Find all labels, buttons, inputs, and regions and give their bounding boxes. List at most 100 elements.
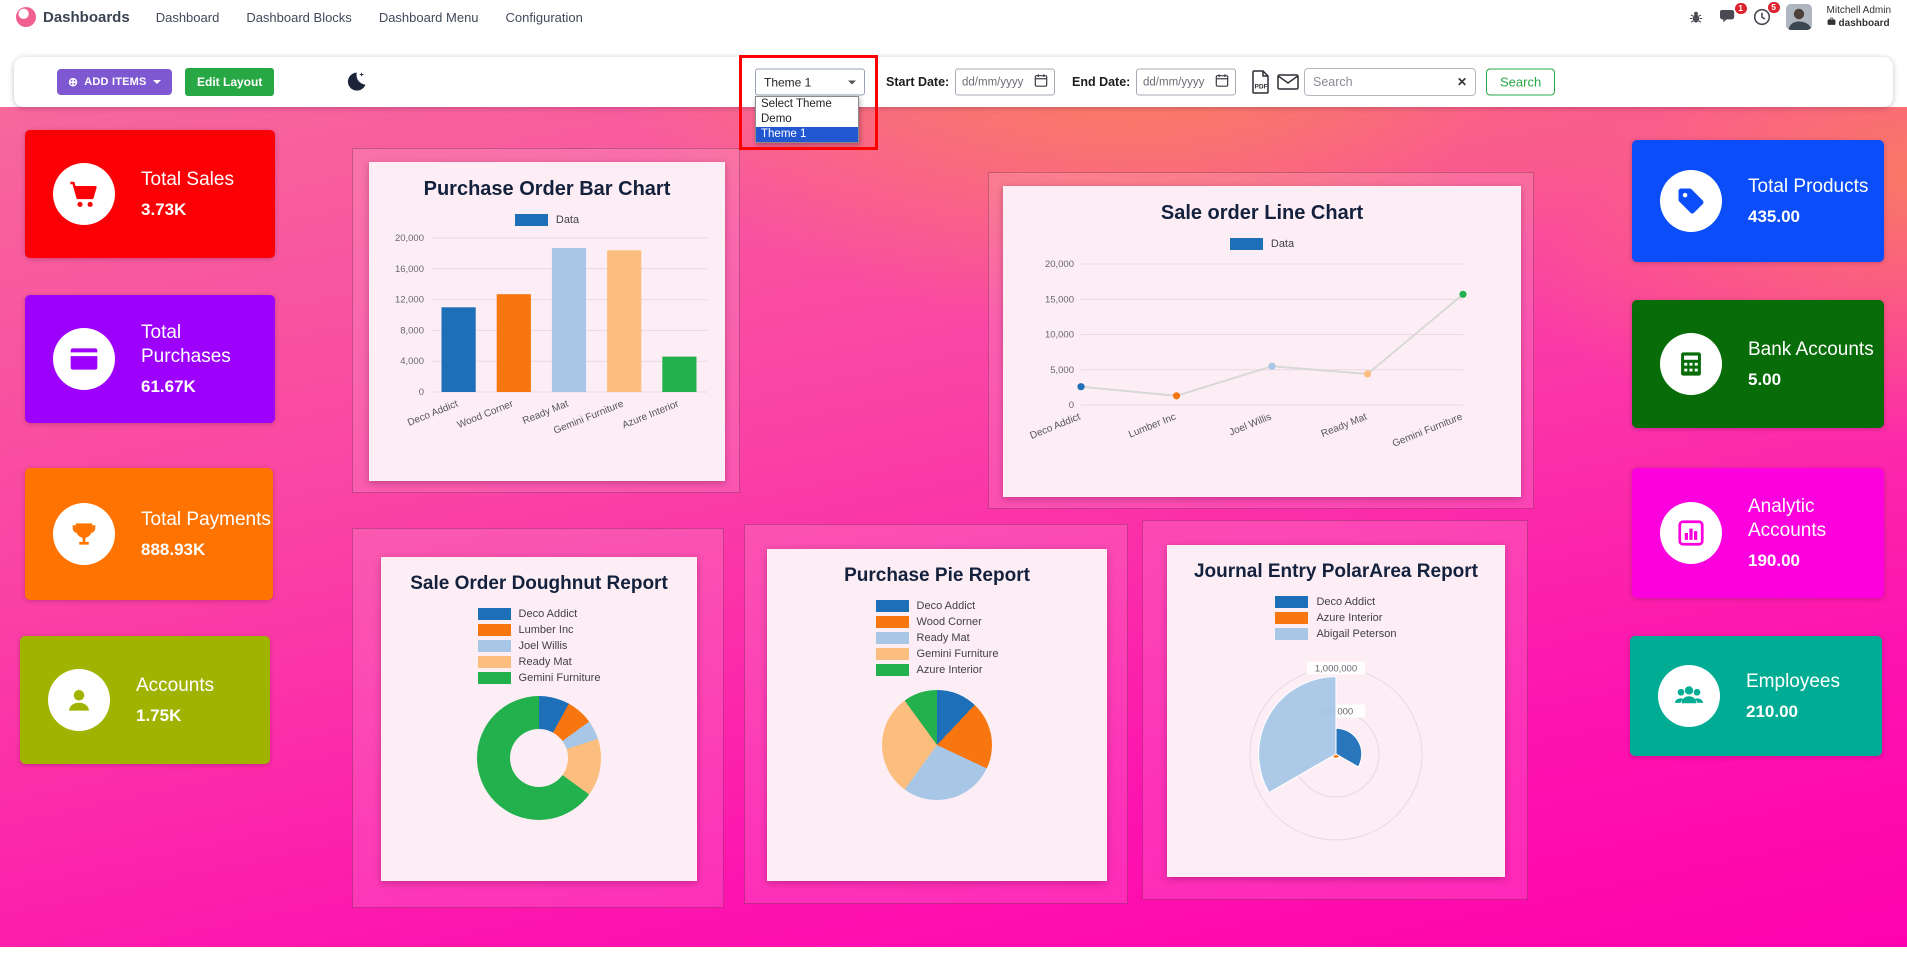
theme-option-theme-1[interactable]: Theme 1 xyxy=(756,127,858,142)
kpi-tile-employees[interactable]: Employees 210.00 xyxy=(1630,636,1882,756)
legend-label: Deco Addict xyxy=(1316,596,1376,608)
kpi-tile-analytic-accounts[interactable]: Analytic Accounts 190.00 xyxy=(1632,468,1884,598)
legend-label: Azure Interior xyxy=(916,664,983,676)
bar-chart: 0 4,000 8,000 12,000 16,000 20,000 Deco Addict… xyxy=(395,233,707,437)
pie-chart-panel: Purchase Pie Report Deco Addict Wood Corn… xyxy=(744,524,1128,904)
legend-label: Joel Willis xyxy=(518,640,568,652)
legend-item[interactable]: Data xyxy=(1229,238,1294,250)
legend-item[interactable]: Joel Willis xyxy=(477,640,568,652)
line-chart-title: Sale order Line Chart xyxy=(1160,202,1364,224)
legend-item[interactable]: Gemini Furniture xyxy=(875,648,999,660)
doughnut-chart-title: Sale Order Doughnut Report xyxy=(410,573,668,594)
kpi-tile-accounts[interactable]: Accounts 1.75K xyxy=(20,636,270,764)
legend-item[interactable]: Ready Mat xyxy=(477,656,572,668)
user-avatar[interactable] xyxy=(1785,4,1812,30)
polar-area-chart-title: Journal Entry PolarArea Report xyxy=(1193,561,1479,582)
svg-text:Ready Mat: Ready Mat xyxy=(1320,412,1369,440)
svg-text:Deco Addict: Deco Addict xyxy=(1029,412,1083,442)
kpi-label: Analytic Accounts xyxy=(1748,496,1827,541)
kpi-tile-total-purchases[interactable]: Total Purchases 61.67K xyxy=(25,295,275,423)
legend-item[interactable]: Lumber Inc xyxy=(477,624,574,636)
credit-card-icon xyxy=(53,328,115,390)
svg-text:20,000: 20,000 xyxy=(1045,259,1074,270)
legend-item[interactable]: Data xyxy=(514,214,579,226)
legend-swatch xyxy=(477,640,511,652)
calendar-icon[interactable] xyxy=(1034,74,1048,91)
app-menu-button[interactable]: Dashboards xyxy=(16,7,130,27)
users-icon xyxy=(1658,665,1720,727)
search-button[interactable]: Search xyxy=(1486,68,1556,96)
menu-item-dashboard-menu[interactable]: Dashboard Menu xyxy=(378,9,479,25)
messages-icon[interactable]: 1 xyxy=(1719,2,1747,26)
export-pdf-icon[interactable]: PDF xyxy=(1251,70,1271,95)
kpi-value: 190.00 xyxy=(1748,550,1800,570)
app-logo-icon xyxy=(16,7,36,27)
chevron-down-icon xyxy=(848,80,856,84)
theme-option-select-theme[interactable]: Select Theme xyxy=(761,98,832,110)
legend-item[interactable]: Ready Mat xyxy=(875,632,970,644)
svg-text:Azure Interior: Azure Interior xyxy=(621,398,681,431)
dark-mode-moon-icon[interactable] xyxy=(344,70,368,94)
legend-label: Deco Addict xyxy=(518,608,578,620)
polar-area-chart-legend: Deco Addict Azure Interior Abigail Peterso… xyxy=(1275,596,1397,640)
start-date-input[interactable]: dd/mm/yyyy xyxy=(955,68,1055,96)
send-mail-icon[interactable] xyxy=(1277,74,1299,91)
legend-swatch xyxy=(477,608,511,620)
kpi-tile-total-products[interactable]: Total Products 435.00 xyxy=(1632,140,1884,262)
user-menu[interactable]: Mitchell Admin dashboard xyxy=(1827,4,1891,30)
activity-clock-icon[interactable]: 5 xyxy=(1753,2,1780,26)
menu-item-dashboard[interactable]: Dashboard xyxy=(155,9,220,25)
bar-chart-card: Purchase Order Bar Chart Data 0 4,000 8,00… xyxy=(369,162,725,481)
bar-chart-title: Purchase Order Bar Chart xyxy=(423,178,671,200)
legend-label: Gemini Furniture xyxy=(916,648,999,660)
calculator-icon xyxy=(1660,333,1722,395)
theme-option-demo[interactable]: Demo xyxy=(761,113,792,125)
kpi-label: Total Sales xyxy=(141,169,234,191)
messages-badge: 1 xyxy=(1734,2,1747,14)
edit-layout-button[interactable]: Edit Layout xyxy=(185,68,275,96)
legend-swatch xyxy=(514,214,548,226)
app-title: Dashboards xyxy=(43,8,130,26)
legend-item[interactable]: Azure Interior xyxy=(1275,612,1382,624)
theme-select-dropdown: Select Theme Demo Theme 1 xyxy=(755,96,859,143)
svg-text:10,000: 10,000 xyxy=(1045,330,1074,341)
legend-swatch xyxy=(875,600,909,612)
legend-label: Lumber Inc xyxy=(518,624,574,636)
activity-badge: 5 xyxy=(1767,2,1780,13)
legend-item[interactable]: Deco Addict xyxy=(875,600,975,612)
kpi-value: 5.00 xyxy=(1748,369,1782,389)
bug-icon[interactable] xyxy=(1688,9,1704,25)
legend-swatch xyxy=(1275,612,1309,624)
kpi-tile-total-sales[interactable]: Total Sales 3.73K xyxy=(25,130,275,258)
svg-text:12,000: 12,000 xyxy=(395,295,424,306)
svg-text:1,000,000: 1,000,000 xyxy=(1315,664,1357,675)
chevron-down-icon xyxy=(152,80,161,84)
legend-swatch xyxy=(477,624,511,636)
kpi-tile-bank-accounts[interactable]: Bank Accounts 5.00 xyxy=(1632,300,1884,428)
add-items-button[interactable]: ⊕ ADD ITEMS xyxy=(57,69,172,95)
doughnut-chart-panel: Sale Order Doughnut Report Deco Addict Lu… xyxy=(352,528,724,908)
legend-label: Gemini Furniture xyxy=(518,672,601,684)
legend-label: Ready Mat xyxy=(916,632,970,644)
legend-item[interactable]: Abigail Peterson xyxy=(1275,628,1397,640)
calendar-icon[interactable] xyxy=(1215,74,1229,91)
doughnut-chart xyxy=(477,696,601,820)
kpi-tile-total-payments[interactable]: Total Payments 888.93K xyxy=(25,468,273,600)
legend-item[interactable]: Deco Addict xyxy=(477,608,578,620)
theme-select[interactable]: Theme 1 xyxy=(755,68,865,96)
legend-item[interactable]: Gemini Furniture xyxy=(477,672,601,684)
legend-item[interactable]: Deco Addict xyxy=(1275,596,1375,608)
legend-label: Abigail Peterson xyxy=(1316,628,1397,640)
kpi-label: Employees xyxy=(1746,671,1840,693)
menu-item-configuration[interactable]: Configuration xyxy=(505,9,583,25)
menu-item-dashboard-blocks[interactable]: Dashboard Blocks xyxy=(246,9,352,25)
end-date-input[interactable]: dd/mm/yyyy xyxy=(1136,68,1236,96)
search-input[interactable] xyxy=(1313,75,1451,89)
clear-search-icon[interactable]: ✕ xyxy=(1456,75,1467,89)
legend-item[interactable]: Wood Corner xyxy=(875,616,982,628)
legend-item[interactable]: Azure Interior xyxy=(875,664,983,676)
end-date-placeholder: dd/mm/yyyy xyxy=(1143,76,1205,88)
doughnut-hole xyxy=(510,729,568,787)
